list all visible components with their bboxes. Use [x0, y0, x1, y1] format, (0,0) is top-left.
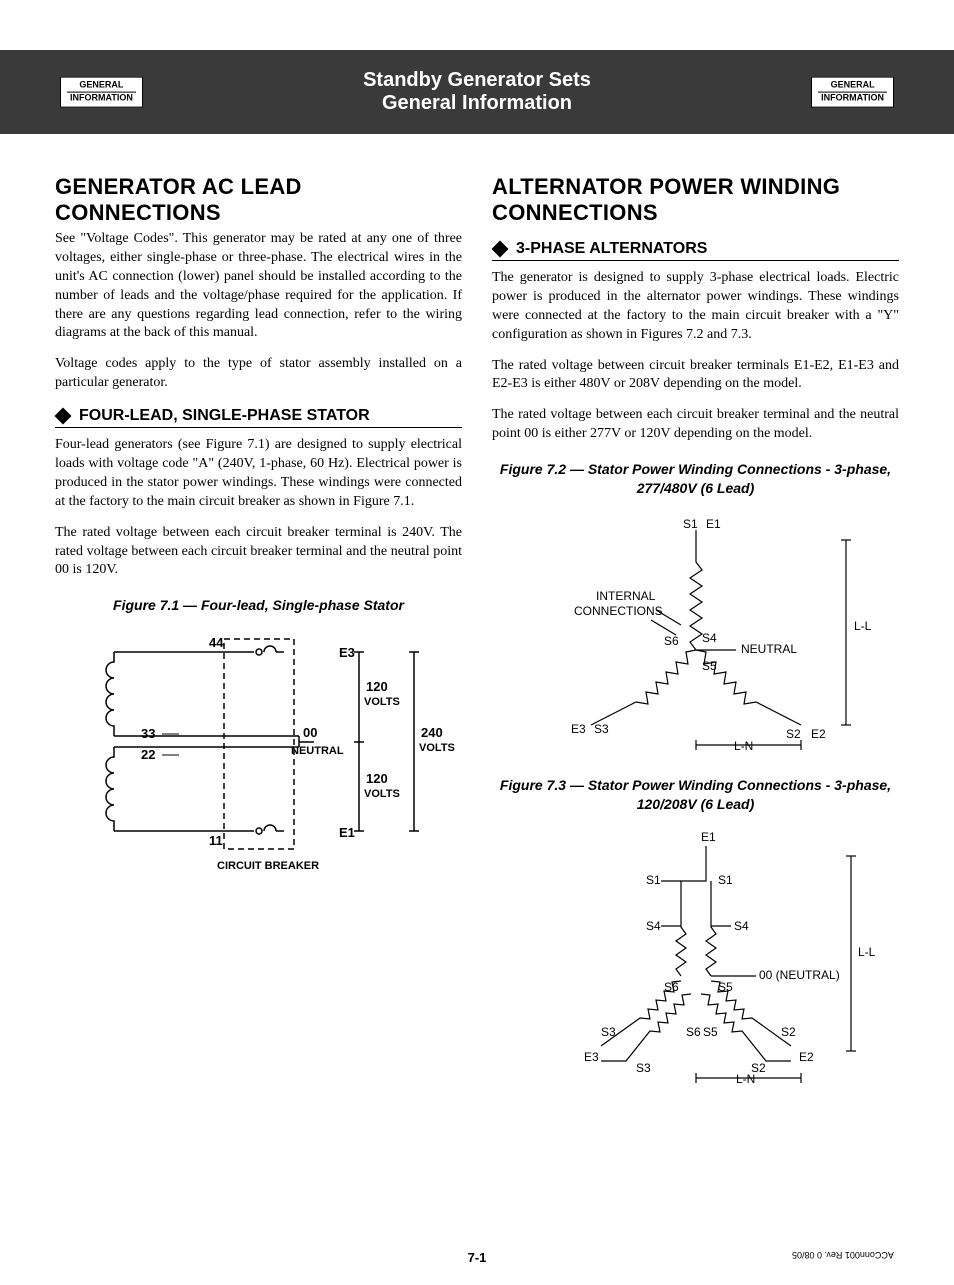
- figure-3: E1 S1 S1 S4 S4 S6 S5 S6 S5 S3 S3 E3 S2 S…: [492, 826, 899, 1086]
- fig3-e2: E2: [799, 1050, 814, 1064]
- fig2-int: INTERNAL: [596, 589, 656, 603]
- badge-top-text: GENERAL: [67, 80, 136, 93]
- fig3-e1: E1: [701, 830, 716, 844]
- fig2-s6: S6: [664, 634, 679, 648]
- right-h2-text: 3-PHASE ALTERNATORS: [516, 240, 707, 258]
- page-number: 7-1: [468, 1250, 487, 1265]
- fig3-ln: L-N: [736, 1072, 755, 1086]
- fig1-33: 33: [141, 726, 155, 741]
- fig3-s1a: S1: [646, 873, 661, 887]
- fig2-neutral: NEUTRAL: [741, 642, 797, 656]
- fig3-e3: E3: [584, 1050, 599, 1064]
- fig1-volts-a: VOLTS: [364, 696, 400, 708]
- fig2-ln: L-N: [734, 739, 753, 753]
- fig1-volts-c: VOLTS: [419, 742, 455, 754]
- fig2-caption: Figure 7.2 — Stator Power Winding Connec…: [492, 460, 899, 498]
- content-area: GENERATOR AC LEAD CONNECTIONS See "Volta…: [0, 134, 954, 1086]
- fig1-00: 00: [303, 725, 317, 740]
- header-title: Standby Generator Sets General Informati…: [363, 69, 591, 115]
- right-h1: ALTERNATOR POWER WINDING CONNECTIONS: [492, 174, 899, 226]
- fig1-caption: Figure 7.1 — Four-lead, Single-phase Sta…: [55, 596, 462, 615]
- fig1-240: 240: [421, 725, 443, 740]
- fig1-120b: 120: [366, 771, 388, 786]
- badge-bot-text: INFORMATION: [67, 93, 136, 105]
- fig3-s4a: S4: [646, 919, 661, 933]
- badge-bot-text: INFORMATION: [818, 93, 887, 105]
- fig1-cb: CIRCUIT BREAKER: [217, 860, 319, 872]
- left-p3: Four-lead generators (see Figure 7.1) ar…: [55, 436, 462, 512]
- left-h2: FOUR-LEAD, SINGLE-PHASE STATOR: [55, 407, 462, 428]
- fig3-s3b: S3: [636, 1061, 651, 1075]
- right-h2: 3-PHASE ALTERNATORS: [492, 240, 899, 261]
- badge-top-text: GENERAL: [818, 80, 887, 93]
- left-h1: GENERATOR AC LEAD CONNECTIONS: [55, 174, 462, 226]
- fig2-s4: S4: [702, 631, 717, 645]
- figure-2: S1 E1 S6 S4 S5 E3 S3 S2 E2 NEUTRAL L-L L…: [492, 510, 899, 760]
- left-p2: Voltage codes apply to the type of stato…: [55, 355, 462, 393]
- fig1-e3: E3: [339, 645, 355, 660]
- fig1-svg: 44 33 22 11 E3 E1 00 NEUTRAL 120 VOLTS 1…: [59, 627, 459, 887]
- fig2-conn: CONNECTIONS: [574, 604, 663, 618]
- badge-left: GENERAL INFORMATION: [60, 77, 143, 108]
- fig3-s4b: S4: [734, 919, 749, 933]
- fig2-e1: E1: [706, 517, 721, 531]
- fig1-volts-b: VOLTS: [364, 788, 400, 800]
- fig2-e2: E2: [811, 727, 826, 741]
- fig3-s5b: S5: [703, 1025, 718, 1039]
- fig3-s2a: S2: [781, 1025, 796, 1039]
- fig1-120a: 120: [366, 679, 388, 694]
- fig3-ll: L-L: [858, 945, 876, 959]
- right-p1: The generator is designed to supply 3-ph…: [492, 269, 899, 345]
- left-p1: See "Voltage Codes". This generator may …: [55, 230, 462, 343]
- fig2-e3: E3: [571, 722, 586, 736]
- fig1-e1: E1: [339, 825, 355, 840]
- fig3-s5a: S5: [718, 980, 733, 994]
- fig3-svg: E1 S1 S1 S4 S4 S6 S5 S6 S5 S3 S3 E3 S2 S…: [506, 826, 886, 1086]
- right-column: ALTERNATOR POWER WINDING CONNECTIONS 3-P…: [492, 174, 899, 1086]
- fig1-neutral: NEUTRAL: [291, 745, 344, 757]
- diamond-icon: [55, 408, 72, 425]
- fig3-s3a: S3: [601, 1025, 616, 1039]
- fig2-s1: S1: [683, 517, 698, 531]
- fig3-s1b: S1: [718, 873, 733, 887]
- fig2-s2: S2: [786, 727, 801, 741]
- header-line2: General Information: [363, 92, 591, 115]
- left-p4: The rated voltage between each circuit b…: [55, 524, 462, 581]
- fig2-svg: S1 E1 S6 S4 S5 E3 S3 S2 E2 NEUTRAL L-L L…: [506, 510, 886, 760]
- figure-1: 44 33 22 11 E3 E1 00 NEUTRAL 120 VOLTS 1…: [55, 627, 462, 887]
- footer: 7-1 ACConn001 Rev. 0 08/05: [0, 1250, 954, 1265]
- fig3-s6a: S6: [664, 980, 679, 994]
- diamond-icon: [492, 241, 509, 258]
- left-h2-text: FOUR-LEAD, SINGLE-PHASE STATOR: [79, 407, 370, 425]
- fig1-11: 11: [209, 833, 223, 848]
- header-line1: Standby Generator Sets: [363, 69, 591, 92]
- header-band: GENERAL INFORMATION Standby Generator Se…: [0, 50, 954, 134]
- fig2-ll: L-L: [854, 619, 872, 633]
- left-column: GENERATOR AC LEAD CONNECTIONS See "Volta…: [55, 174, 462, 1086]
- fig2-s3: S3: [594, 722, 609, 736]
- revision-text: ACConn001 Rev. 0 08/05: [792, 1250, 894, 1260]
- right-p2: The rated voltage between circuit breake…: [492, 357, 899, 395]
- fig1-44: 44: [209, 635, 224, 650]
- badge-right: GENERAL INFORMATION: [811, 77, 894, 108]
- right-p3: The rated voltage between each circuit b…: [492, 406, 899, 444]
- fig2-s5: S5: [702, 659, 717, 673]
- fig1-22: 22: [141, 747, 155, 762]
- fig3-caption: Figure 7.3 — Stator Power Winding Connec…: [492, 776, 899, 814]
- fig3-neutral: 00 (NEUTRAL): [759, 968, 840, 982]
- fig3-s6b: S6: [686, 1025, 701, 1039]
